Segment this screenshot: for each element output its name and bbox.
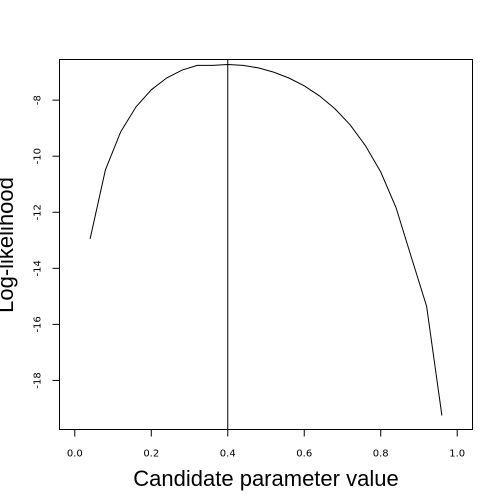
y-tick-label: -12 <box>33 204 44 220</box>
y-tick-label: -18 <box>33 372 44 388</box>
y-tick-label: -10 <box>33 148 44 164</box>
y-axis-label: Log-likelihood <box>0 177 18 313</box>
x-axis-label: Candidate parameter value <box>133 466 398 491</box>
y-axis: -18 -16 -14 -12 -10 -8 <box>33 95 60 388</box>
y-tick-label: -8 <box>33 95 44 105</box>
log-likelihood-line <box>90 65 442 416</box>
x-tick-label: 0.6 <box>296 449 312 460</box>
y-tick-label: -14 <box>33 260 44 276</box>
y-tick-label: -16 <box>33 316 44 332</box>
x-tick-label: 1.0 <box>449 449 465 460</box>
x-tick-label: 0.0 <box>67 449 83 460</box>
plot-box <box>60 60 473 430</box>
x-tick-label: 0.4 <box>220 449 236 460</box>
x-axis: 0.0 0.2 0.4 0.6 0.8 1.0 <box>67 430 465 460</box>
x-tick-label: 0.2 <box>143 449 159 460</box>
x-tick-label: 0.8 <box>373 449 389 460</box>
